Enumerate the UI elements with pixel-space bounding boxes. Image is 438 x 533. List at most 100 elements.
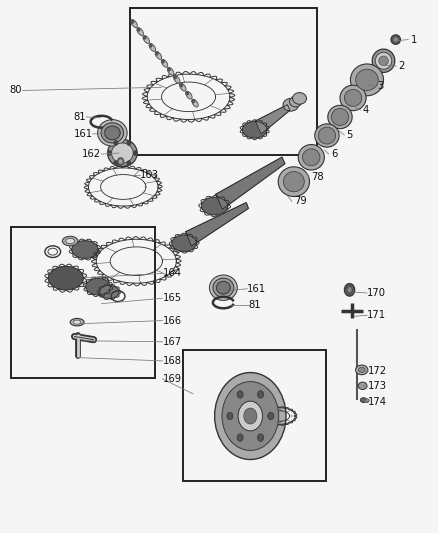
- Ellipse shape: [70, 318, 84, 326]
- Ellipse shape: [375, 52, 392, 69]
- Polygon shape: [72, 241, 98, 259]
- Polygon shape: [201, 197, 228, 215]
- Ellipse shape: [331, 109, 349, 125]
- Bar: [11, 227, 155, 378]
- Circle shape: [168, 68, 170, 71]
- Circle shape: [268, 413, 274, 419]
- Ellipse shape: [143, 36, 149, 43]
- Ellipse shape: [318, 127, 336, 144]
- Ellipse shape: [162, 60, 168, 67]
- Ellipse shape: [283, 172, 304, 192]
- Ellipse shape: [209, 275, 237, 301]
- Circle shape: [137, 28, 140, 31]
- Ellipse shape: [340, 85, 366, 111]
- Text: 5: 5: [346, 130, 353, 140]
- Ellipse shape: [393, 37, 398, 42]
- Polygon shape: [243, 122, 267, 138]
- Circle shape: [192, 100, 194, 103]
- Circle shape: [131, 20, 134, 23]
- Ellipse shape: [303, 149, 320, 166]
- Polygon shape: [86, 278, 110, 295]
- Text: 163: 163: [140, 171, 159, 180]
- Polygon shape: [186, 203, 248, 246]
- Circle shape: [127, 161, 131, 165]
- Text: 6: 6: [331, 149, 337, 159]
- Ellipse shape: [108, 139, 137, 167]
- Ellipse shape: [180, 84, 186, 91]
- Ellipse shape: [391, 35, 400, 44]
- Ellipse shape: [328, 106, 352, 128]
- Polygon shape: [216, 157, 285, 209]
- Ellipse shape: [192, 99, 198, 107]
- Text: 170: 170: [367, 288, 386, 298]
- Text: 165: 165: [162, 293, 181, 303]
- Circle shape: [127, 141, 131, 145]
- Circle shape: [155, 52, 158, 55]
- Ellipse shape: [112, 143, 133, 163]
- Ellipse shape: [315, 124, 339, 147]
- Text: 4: 4: [363, 105, 369, 115]
- Text: 174: 174: [368, 397, 387, 407]
- Circle shape: [344, 284, 355, 296]
- Ellipse shape: [278, 167, 310, 197]
- Circle shape: [114, 141, 117, 145]
- Text: 169: 169: [162, 374, 181, 384]
- Ellipse shape: [98, 119, 127, 146]
- Text: 81: 81: [249, 300, 261, 310]
- Ellipse shape: [344, 90, 362, 107]
- Circle shape: [222, 382, 279, 450]
- Circle shape: [143, 36, 146, 39]
- Ellipse shape: [105, 126, 120, 140]
- Text: 162: 162: [82, 149, 102, 159]
- Ellipse shape: [149, 44, 155, 51]
- Ellipse shape: [73, 320, 81, 324]
- Circle shape: [162, 60, 164, 63]
- Ellipse shape: [350, 64, 384, 96]
- Circle shape: [347, 287, 352, 293]
- Polygon shape: [255, 104, 290, 134]
- Bar: [184, 350, 326, 481]
- Text: 166: 166: [162, 316, 181, 326]
- Ellipse shape: [131, 20, 137, 28]
- Text: 2: 2: [398, 61, 405, 71]
- Text: 3: 3: [377, 81, 383, 91]
- Ellipse shape: [167, 68, 174, 75]
- Circle shape: [227, 413, 233, 419]
- Ellipse shape: [360, 398, 367, 402]
- Ellipse shape: [66, 238, 74, 244]
- Text: 164: 164: [162, 269, 181, 278]
- Polygon shape: [48, 266, 83, 290]
- Ellipse shape: [216, 281, 230, 294]
- Ellipse shape: [283, 99, 299, 111]
- Circle shape: [215, 373, 286, 459]
- Ellipse shape: [298, 144, 324, 170]
- Circle shape: [108, 151, 111, 155]
- Circle shape: [149, 44, 152, 47]
- Circle shape: [174, 76, 177, 79]
- Circle shape: [114, 161, 117, 165]
- Ellipse shape: [365, 399, 369, 402]
- Ellipse shape: [137, 28, 143, 36]
- Ellipse shape: [379, 56, 389, 66]
- Text: 161: 161: [247, 284, 266, 294]
- Polygon shape: [172, 235, 196, 252]
- Circle shape: [186, 92, 188, 95]
- Circle shape: [119, 160, 122, 163]
- Ellipse shape: [356, 69, 378, 91]
- Ellipse shape: [101, 123, 124, 143]
- Text: 80: 80: [10, 85, 22, 95]
- Ellipse shape: [356, 365, 368, 375]
- Text: 171: 171: [367, 310, 386, 320]
- Circle shape: [237, 434, 243, 441]
- Ellipse shape: [293, 93, 307, 104]
- Circle shape: [180, 84, 183, 87]
- Circle shape: [117, 158, 124, 165]
- Circle shape: [258, 434, 264, 441]
- Polygon shape: [100, 286, 119, 298]
- Ellipse shape: [155, 52, 162, 59]
- Ellipse shape: [186, 91, 192, 99]
- Text: 167: 167: [162, 337, 181, 347]
- Text: 173: 173: [368, 381, 387, 391]
- Text: 168: 168: [162, 356, 181, 366]
- Ellipse shape: [290, 96, 302, 107]
